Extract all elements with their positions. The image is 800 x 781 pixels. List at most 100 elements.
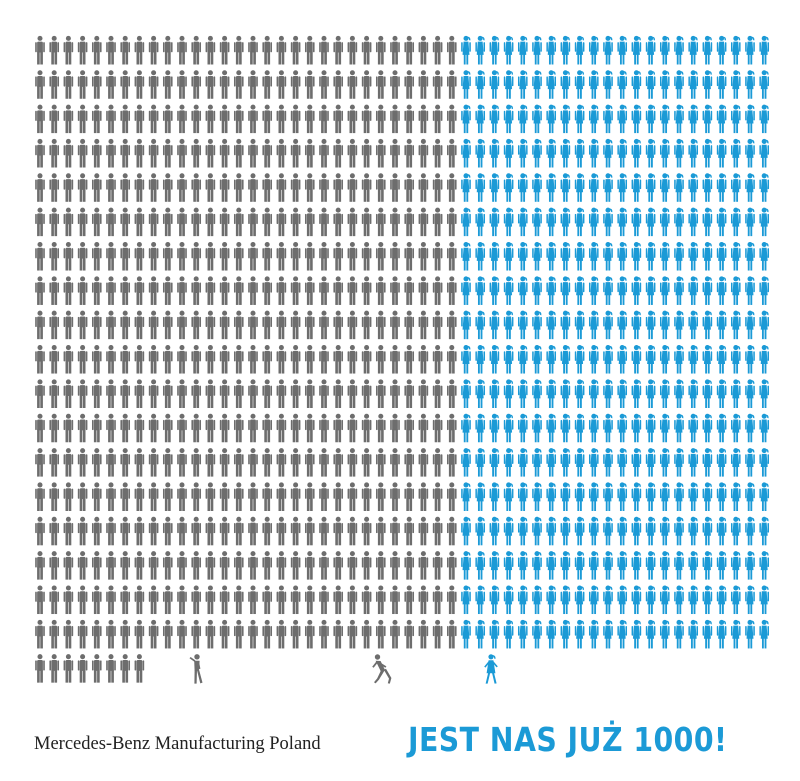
man-icon (390, 35, 400, 65)
man-icon (233, 482, 244, 512)
man-icon (162, 276, 173, 305)
woman-icon (532, 585, 542, 615)
man-icon (91, 276, 102, 305)
man-icon (248, 516, 258, 546)
man-icon (233, 413, 244, 443)
man-icon (191, 345, 202, 374)
man-icon (177, 413, 187, 443)
woman-icon (688, 70, 699, 99)
walking-man-icon (189, 654, 203, 684)
man-icon (319, 70, 329, 99)
man-icon (49, 104, 60, 134)
woman-icon (503, 173, 514, 202)
man-icon (347, 207, 358, 237)
woman-icon (702, 104, 713, 134)
woman-icon (716, 448, 727, 477)
man-icon (177, 482, 187, 512)
woman-icon (588, 138, 599, 168)
man-icon (248, 619, 258, 649)
man-icon (120, 585, 131, 615)
man-icon (248, 35, 258, 65)
man-icon (333, 310, 344, 340)
woman-icon (603, 310, 613, 340)
man-icon (120, 207, 131, 237)
man-icon (77, 138, 88, 168)
man-icon (91, 207, 102, 237)
man-icon (333, 138, 344, 168)
woman-icon (631, 413, 642, 443)
man-icon (134, 35, 145, 65)
woman-icon (517, 104, 528, 134)
woman-icon (475, 379, 486, 408)
woman-icon (688, 310, 699, 340)
woman-icon (603, 35, 613, 65)
man-icon (446, 138, 457, 168)
man-icon (233, 379, 244, 408)
man-icon (77, 173, 88, 202)
man-icon (148, 35, 159, 65)
man-icon (361, 345, 372, 374)
woman-icon (730, 173, 741, 202)
man-icon (290, 482, 301, 512)
man-icon (120, 516, 131, 546)
woman-icon (645, 379, 656, 408)
man-icon (106, 345, 116, 374)
woman-icon (517, 241, 528, 271)
man-icon (304, 70, 315, 99)
woman-icon (631, 482, 642, 512)
woman-icon (631, 516, 642, 546)
woman-icon (461, 104, 471, 134)
man-icon (390, 70, 400, 99)
running-man-icon (372, 654, 392, 684)
man-icon (304, 173, 315, 202)
man-icon (148, 551, 159, 580)
woman-icon (716, 207, 727, 237)
man-icon (262, 585, 273, 615)
woman-icon (603, 70, 613, 99)
woman-icon (659, 345, 670, 374)
man-icon (418, 516, 429, 546)
woman-icon (574, 207, 585, 237)
man-icon (177, 345, 187, 374)
woman-icon (659, 276, 670, 305)
man-icon (63, 654, 74, 683)
man-icon (361, 619, 372, 649)
man-icon (375, 35, 386, 65)
woman-icon (546, 207, 557, 237)
man-icon (134, 345, 145, 374)
man-icon (134, 70, 145, 99)
man-icon (446, 551, 457, 580)
man-icon (333, 619, 344, 649)
man-icon (233, 173, 244, 202)
man-icon (290, 35, 301, 65)
woman-icon (645, 138, 656, 168)
man-icon (432, 413, 443, 443)
woman-icon (517, 516, 528, 546)
woman-icon (603, 516, 613, 546)
woman-icon (674, 482, 684, 512)
man-icon (375, 413, 386, 443)
man-icon (162, 207, 173, 237)
man-icon (390, 448, 400, 477)
woman-icon (730, 104, 741, 134)
woman-icon (617, 173, 628, 202)
man-icon (205, 310, 216, 340)
man-icon (361, 276, 372, 305)
woman-icon (603, 241, 613, 271)
woman-icon (702, 379, 713, 408)
woman-icon (489, 70, 500, 99)
man-icon (304, 448, 315, 477)
woman-icon (475, 173, 486, 202)
man-icon (333, 70, 344, 99)
woman-icon (574, 516, 585, 546)
headline: JEST NAS JUŻ 1000! (408, 720, 728, 759)
man-icon (418, 35, 429, 65)
woman-icon (588, 35, 599, 65)
woman-icon (730, 585, 741, 615)
woman-icon (702, 516, 713, 546)
man-icon (319, 345, 329, 374)
man-icon (148, 413, 159, 443)
man-icon (418, 104, 429, 134)
woman-icon (759, 70, 770, 99)
man-icon (248, 310, 258, 340)
